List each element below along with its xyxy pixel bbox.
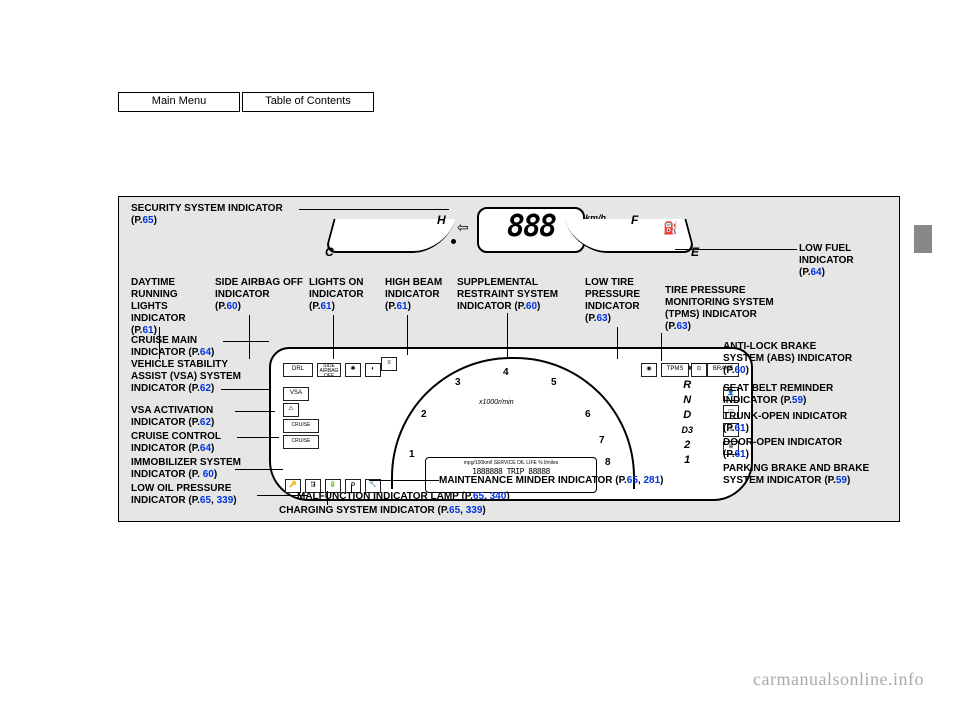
leader-low-fuel — [675, 249, 797, 250]
instrument-panel-diagram: C H ⇦ 888 km/h mph ⇨ F E ⛽ 1 2 3 4 — [118, 196, 900, 522]
label-trunk: TRUNK-OPEN INDICATOR (P.61) — [723, 411, 853, 435]
temp-cold-label: C — [325, 245, 334, 259]
label-security: SECURITY SYSTEM INDICATOR (P.65) — [131, 203, 311, 227]
leader-security — [299, 209, 449, 210]
fuel-full-label: F — [631, 213, 638, 227]
leader-vsa-sys — [221, 389, 271, 390]
gear-d3: D3 — [681, 423, 693, 438]
label-tpms: TIRE PRESSURE MONITORING SYSTEM (TPMS) I… — [665, 285, 795, 333]
tire-icon: ◉ — [641, 363, 657, 377]
tach-8: 8 — [605, 457, 611, 468]
label-brake: PARKING BRAKE AND BRAKE SYSTEM INDICATOR… — [723, 463, 873, 487]
gear-1: 1 — [681, 453, 693, 468]
leader-low-tire — [617, 327, 618, 359]
tach-1: 1 — [409, 449, 415, 460]
airbag-icon: ✱ — [345, 363, 361, 377]
leader-cruise-ctrl — [237, 437, 279, 438]
tach-6: 6 — [585, 409, 591, 420]
label-drl: DAYTIME RUNNING LIGHTS INDICATOR (P.61) — [131, 277, 201, 337]
label-door: DOOR-OPEN INDICATOR (P.61) — [723, 437, 853, 461]
gear-n: N — [681, 393, 693, 408]
label-seatbelt: SEAT BELT REMINDER INDICATOR (P.59) — [723, 383, 863, 407]
label-high-beam: HIGH BEAM INDICATOR (P.61) — [385, 277, 455, 313]
leader-maint — [369, 480, 439, 481]
gear-r: R — [681, 378, 693, 393]
cruise-on-indicator: CRUISE — [283, 435, 319, 449]
leader-srs — [507, 313, 508, 357]
tach-2: 2 — [421, 409, 427, 420]
main-menu-button[interactable]: Main Menu — [118, 92, 240, 112]
upper-display: C H ⇦ 888 km/h mph ⇨ F E ⛽ — [239, 207, 779, 267]
temp-hot-label: H — [437, 213, 446, 227]
tach-4: 4 — [503, 367, 509, 378]
tach-5: 5 — [551, 377, 557, 388]
high-beam-icon: ≡ — [381, 357, 397, 371]
tach-3: 3 — [455, 377, 461, 388]
leader-vsa-act — [235, 411, 275, 412]
label-vsa-act: VSA ACTIVATION INDICATOR (P.62) — [131, 405, 261, 429]
fuel-pump-icon: ⛽ — [663, 221, 678, 235]
lights-on-icon: ◐ — [365, 363, 381, 377]
cruise-indicator: CRUISE — [283, 419, 319, 433]
tpms-text-indicator: TPMS — [661, 363, 689, 377]
abs-icon: ⊙ — [691, 363, 707, 377]
fuel-empty-label: E — [691, 245, 699, 259]
label-abs: ANTI-LOCK BRAKE SYSTEM (ABS) INDICATOR (… — [723, 341, 853, 377]
tach-unit: x1000r/min — [479, 399, 514, 406]
label-lights-on: LIGHTS ON INDICATOR (P.61) — [309, 277, 379, 313]
leader-mil — [351, 485, 352, 493]
leader-abs — [691, 363, 721, 364]
label-side-airbag: SIDE AIRBAG OFF INDICATOR (P.60) — [215, 277, 305, 313]
label-low-fuel: LOW FUEL INDICATOR (P.64) — [799, 243, 879, 279]
vsa-indicator: VSA — [283, 387, 309, 401]
page-tab — [914, 225, 932, 253]
leader-cruise-main — [223, 341, 269, 342]
label-low-tire: LOW TIRE PRESSURE INDICATOR (P.63) — [585, 277, 655, 325]
label-charging: CHARGING SYSTEM INDICATOR (P.65, 339) — [279, 505, 539, 517]
side-airbag-off-indicator: SIDE AIRBAG OFF — [317, 363, 341, 377]
vsa-activation-icon: ⚠ — [283, 403, 299, 417]
left-turn-arrow-icon: ⇦ — [457, 219, 469, 236]
gear-d: D — [681, 408, 693, 423]
leader-high-beam — [407, 315, 408, 355]
label-cruise-main: CRUISE MAIN INDICATOR (P.64) — [131, 335, 251, 359]
leader-lights-on — [333, 315, 334, 359]
label-mil: MALFUNCTION INDICATOR LAMP (P.65, 340) — [297, 491, 577, 503]
drl-indicator: DRL — [283, 363, 313, 377]
security-led-icon — [451, 239, 456, 244]
leader-immobilizer — [235, 469, 283, 470]
gear-2: 2 — [681, 438, 693, 453]
temp-gauge — [324, 219, 455, 253]
label-srs: SUPPLEMENTAL RESTRAINT SYSTEM INDICATOR … — [457, 277, 573, 313]
toc-button[interactable]: Table of Contents — [242, 92, 374, 112]
info-line1: mpg/100km/l SERVICE OIL LIFE % l/miles — [426, 458, 596, 467]
label-cruise-ctrl: CRUISE CONTROL INDICATOR (P.64) — [131, 431, 261, 455]
label-maint: MAINTENANCE MINDER INDICATOR (P.65, 281) — [439, 475, 729, 487]
watermark: carmanualsonline.info — [753, 669, 924, 690]
page: Main Menu Table of Contents C H ⇦ 888 km… — [0, 0, 960, 714]
gear-indicator: P R N D D3 2 1 — [681, 363, 693, 468]
tach-7: 7 — [599, 435, 605, 446]
leader-tpms-v — [661, 333, 662, 361]
